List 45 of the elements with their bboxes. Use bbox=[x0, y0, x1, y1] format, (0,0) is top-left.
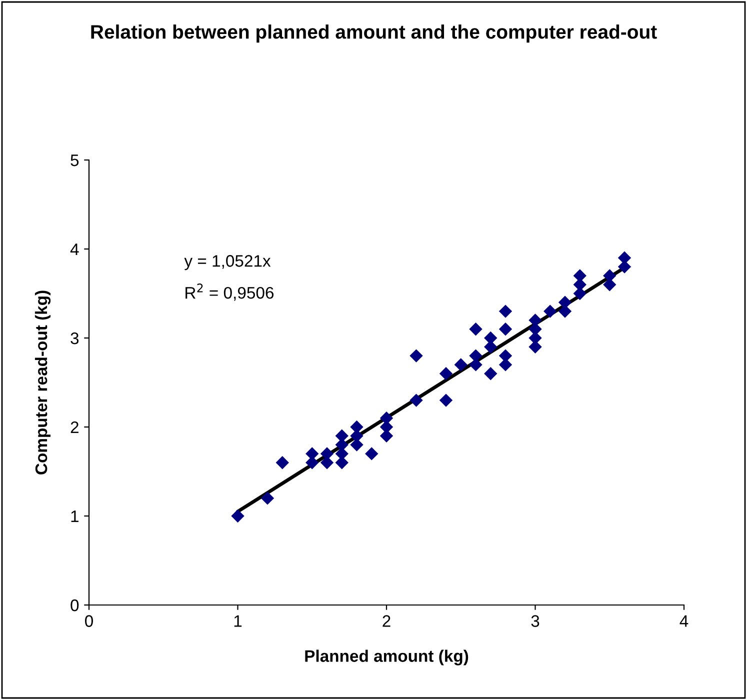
point bbox=[306, 456, 319, 470]
point bbox=[484, 367, 498, 380]
x-axis-title: Planned amount (kg) bbox=[305, 650, 468, 666]
x-tick-label: 2 bbox=[382, 615, 390, 627]
point bbox=[380, 412, 394, 425]
point bbox=[306, 447, 319, 460]
point bbox=[276, 456, 289, 470]
y-tick-label: 4 bbox=[70, 244, 79, 256]
x-tick-label: 3 bbox=[531, 615, 540, 627]
chart-title: Relation between planned amount and the computer read-out bbox=[91, 24, 657, 43]
point bbox=[469, 349, 482, 362]
point bbox=[454, 358, 468, 372]
annotation: y = 1,0521x bbox=[184, 255, 271, 270]
point bbox=[528, 314, 542, 327]
point bbox=[573, 278, 586, 292]
point bbox=[410, 394, 423, 407]
y-tick-label: 3 bbox=[70, 332, 79, 344]
x-tick-label: 4 bbox=[680, 615, 688, 627]
x-tick-label: 0 bbox=[85, 615, 93, 627]
point bbox=[498, 304, 512, 318]
point bbox=[603, 269, 616, 282]
y-tick-label: 5 bbox=[70, 154, 79, 166]
point bbox=[469, 322, 482, 336]
point bbox=[439, 367, 453, 380]
point bbox=[320, 447, 334, 460]
point bbox=[544, 304, 557, 318]
y-tick-label: 2 bbox=[70, 421, 78, 434]
point bbox=[618, 251, 632, 264]
point bbox=[498, 322, 512, 336]
point bbox=[558, 296, 572, 309]
y-tick-label: 0 bbox=[70, 599, 79, 612]
point bbox=[260, 492, 274, 505]
point bbox=[573, 269, 586, 282]
annotation: R$^{2}$ = 0,9506 bbox=[186, 284, 274, 301]
point bbox=[231, 509, 244, 523]
point bbox=[439, 394, 453, 407]
point bbox=[335, 429, 348, 442]
y-tick-label: 1 bbox=[71, 510, 78, 522]
point bbox=[335, 456, 348, 470]
x-tick-label: 1 bbox=[234, 615, 242, 627]
y-axis-title: Computer read-out (kg) bbox=[34, 290, 51, 474]
point bbox=[603, 278, 616, 292]
point bbox=[498, 349, 512, 362]
point bbox=[410, 349, 423, 362]
point bbox=[365, 447, 378, 460]
